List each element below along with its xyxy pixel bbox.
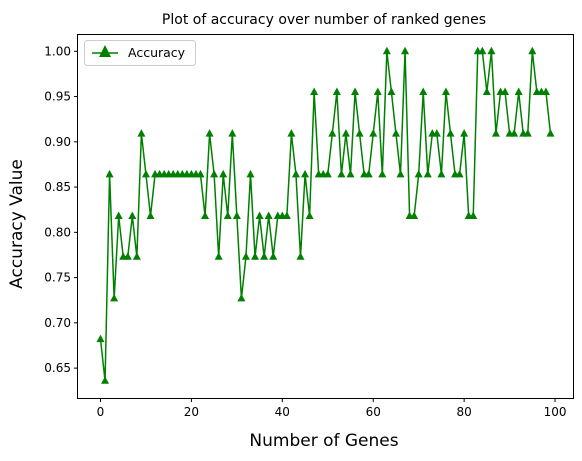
- data-point-marker: [437, 170, 445, 178]
- x-tick-label: 100: [544, 405, 567, 419]
- data-point-marker: [137, 129, 145, 137]
- y-tick-label: 0.70: [44, 316, 71, 330]
- data-point-marker: [387, 88, 395, 96]
- data-point-marker: [265, 212, 273, 220]
- data-point-marker: [374, 88, 382, 96]
- data-point-marker: [306, 212, 314, 220]
- y-tick-label: 1.00: [44, 44, 71, 58]
- data-point-marker: [378, 170, 386, 178]
- data-point-marker: [97, 335, 105, 343]
- data-point-marker: [269, 252, 277, 260]
- x-axis-ticks: 0 20 40 60 80 100: [97, 398, 567, 419]
- y-tick-label: 0.90: [44, 135, 71, 149]
- y-tick-label: 0.75: [44, 271, 71, 285]
- plot-area: [97, 47, 555, 384]
- data-point-marker: [328, 129, 336, 137]
- data-point-marker: [297, 252, 305, 260]
- data-point-marker: [356, 129, 364, 137]
- data-point-marker: [251, 252, 259, 260]
- data-point-marker: [483, 88, 491, 96]
- data-point-marker: [233, 212, 241, 220]
- data-point-marker: [147, 212, 155, 220]
- data-point-marker: [224, 212, 232, 220]
- x-tick-label: 20: [184, 405, 199, 419]
- data-point-marker: [351, 88, 359, 96]
- data-point-marker: [310, 88, 318, 96]
- data-point-marker: [333, 88, 341, 96]
- x-tick-label: 60: [366, 405, 381, 419]
- data-point-marker: [128, 212, 136, 220]
- data-point-marker: [383, 47, 391, 55]
- y-axis-label: Accuracy Value: [7, 159, 27, 289]
- data-point-marker: [101, 376, 109, 384]
- data-point-marker: [515, 88, 523, 96]
- data-point-marker: [347, 170, 355, 178]
- data-point-marker: [547, 129, 555, 137]
- data-point-marker: [292, 170, 300, 178]
- x-tick-label: 40: [275, 405, 290, 419]
- chart-title: Plot of accuracy over number of ranked g…: [162, 12, 486, 28]
- data-point-marker: [115, 212, 123, 220]
- data-point-marker: [256, 212, 264, 220]
- data-point-marker: [133, 252, 141, 260]
- legend-label-accuracy: Accuracy: [128, 45, 186, 60]
- data-point-marker: [215, 252, 223, 260]
- data-point-marker: [237, 294, 245, 302]
- y-tick-label: 0.80: [44, 225, 71, 239]
- data-point-marker: [447, 129, 455, 137]
- data-point-marker: [337, 170, 345, 178]
- data-point-marker: [106, 170, 114, 178]
- data-point-marker: [442, 88, 450, 96]
- x-tick-label: 0: [97, 405, 105, 419]
- data-point-marker: [487, 47, 495, 55]
- x-axis-label: Number of Genes: [249, 431, 398, 451]
- data-point-marker: [528, 47, 536, 55]
- data-point-marker: [210, 170, 218, 178]
- data-point-marker: [460, 129, 468, 137]
- data-point-marker: [242, 252, 250, 260]
- data-point-marker: [201, 212, 209, 220]
- data-point-marker: [369, 129, 377, 137]
- data-point-marker: [342, 129, 350, 137]
- data-point-marker: [415, 170, 423, 178]
- data-point-marker: [142, 170, 150, 178]
- series-line-accuracy: [101, 51, 551, 381]
- y-axis-ticks: 0.65 0.70 0.75 0.80 0.85 0.90 0.95 1.00: [44, 44, 78, 375]
- data-point-marker: [492, 129, 500, 137]
- data-point-marker: [287, 129, 295, 137]
- data-point-marker: [401, 47, 409, 55]
- y-tick-label: 0.85: [44, 180, 71, 194]
- data-point-marker: [247, 170, 255, 178]
- data-point-marker: [219, 170, 227, 178]
- legend: Accuracy: [85, 41, 196, 66]
- data-point-marker: [110, 294, 118, 302]
- data-point-marker: [392, 129, 400, 137]
- data-point-marker: [424, 170, 432, 178]
- y-tick-label: 0.95: [44, 90, 71, 104]
- x-tick-label: 80: [456, 405, 471, 419]
- data-point-marker: [419, 88, 427, 96]
- data-point-marker: [301, 170, 309, 178]
- data-point-marker: [206, 129, 214, 137]
- data-point-marker: [228, 129, 236, 137]
- y-tick-label: 0.65: [44, 361, 71, 375]
- data-point-marker: [397, 170, 405, 178]
- data-point-marker: [260, 252, 268, 260]
